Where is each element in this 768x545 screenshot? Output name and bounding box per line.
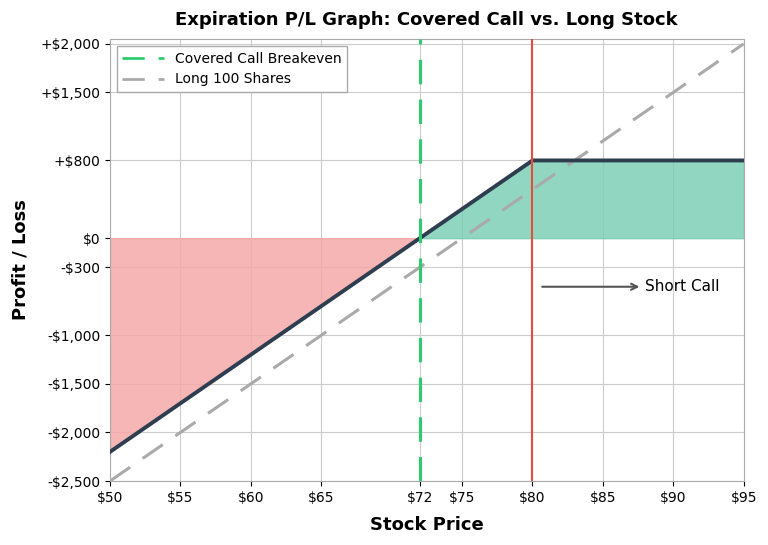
X-axis label: Stock Price: Stock Price [370, 516, 484, 534]
Title: Expiration P/L Graph: Covered Call vs. Long Stock: Expiration P/L Graph: Covered Call vs. L… [175, 11, 678, 29]
Legend: Covered Call Breakeven, Long 100 Shares: Covered Call Breakeven, Long 100 Shares [117, 46, 347, 92]
Text: Short Call: Short Call [542, 279, 720, 294]
Y-axis label: Profit / Loss: Profit / Loss [11, 199, 29, 320]
